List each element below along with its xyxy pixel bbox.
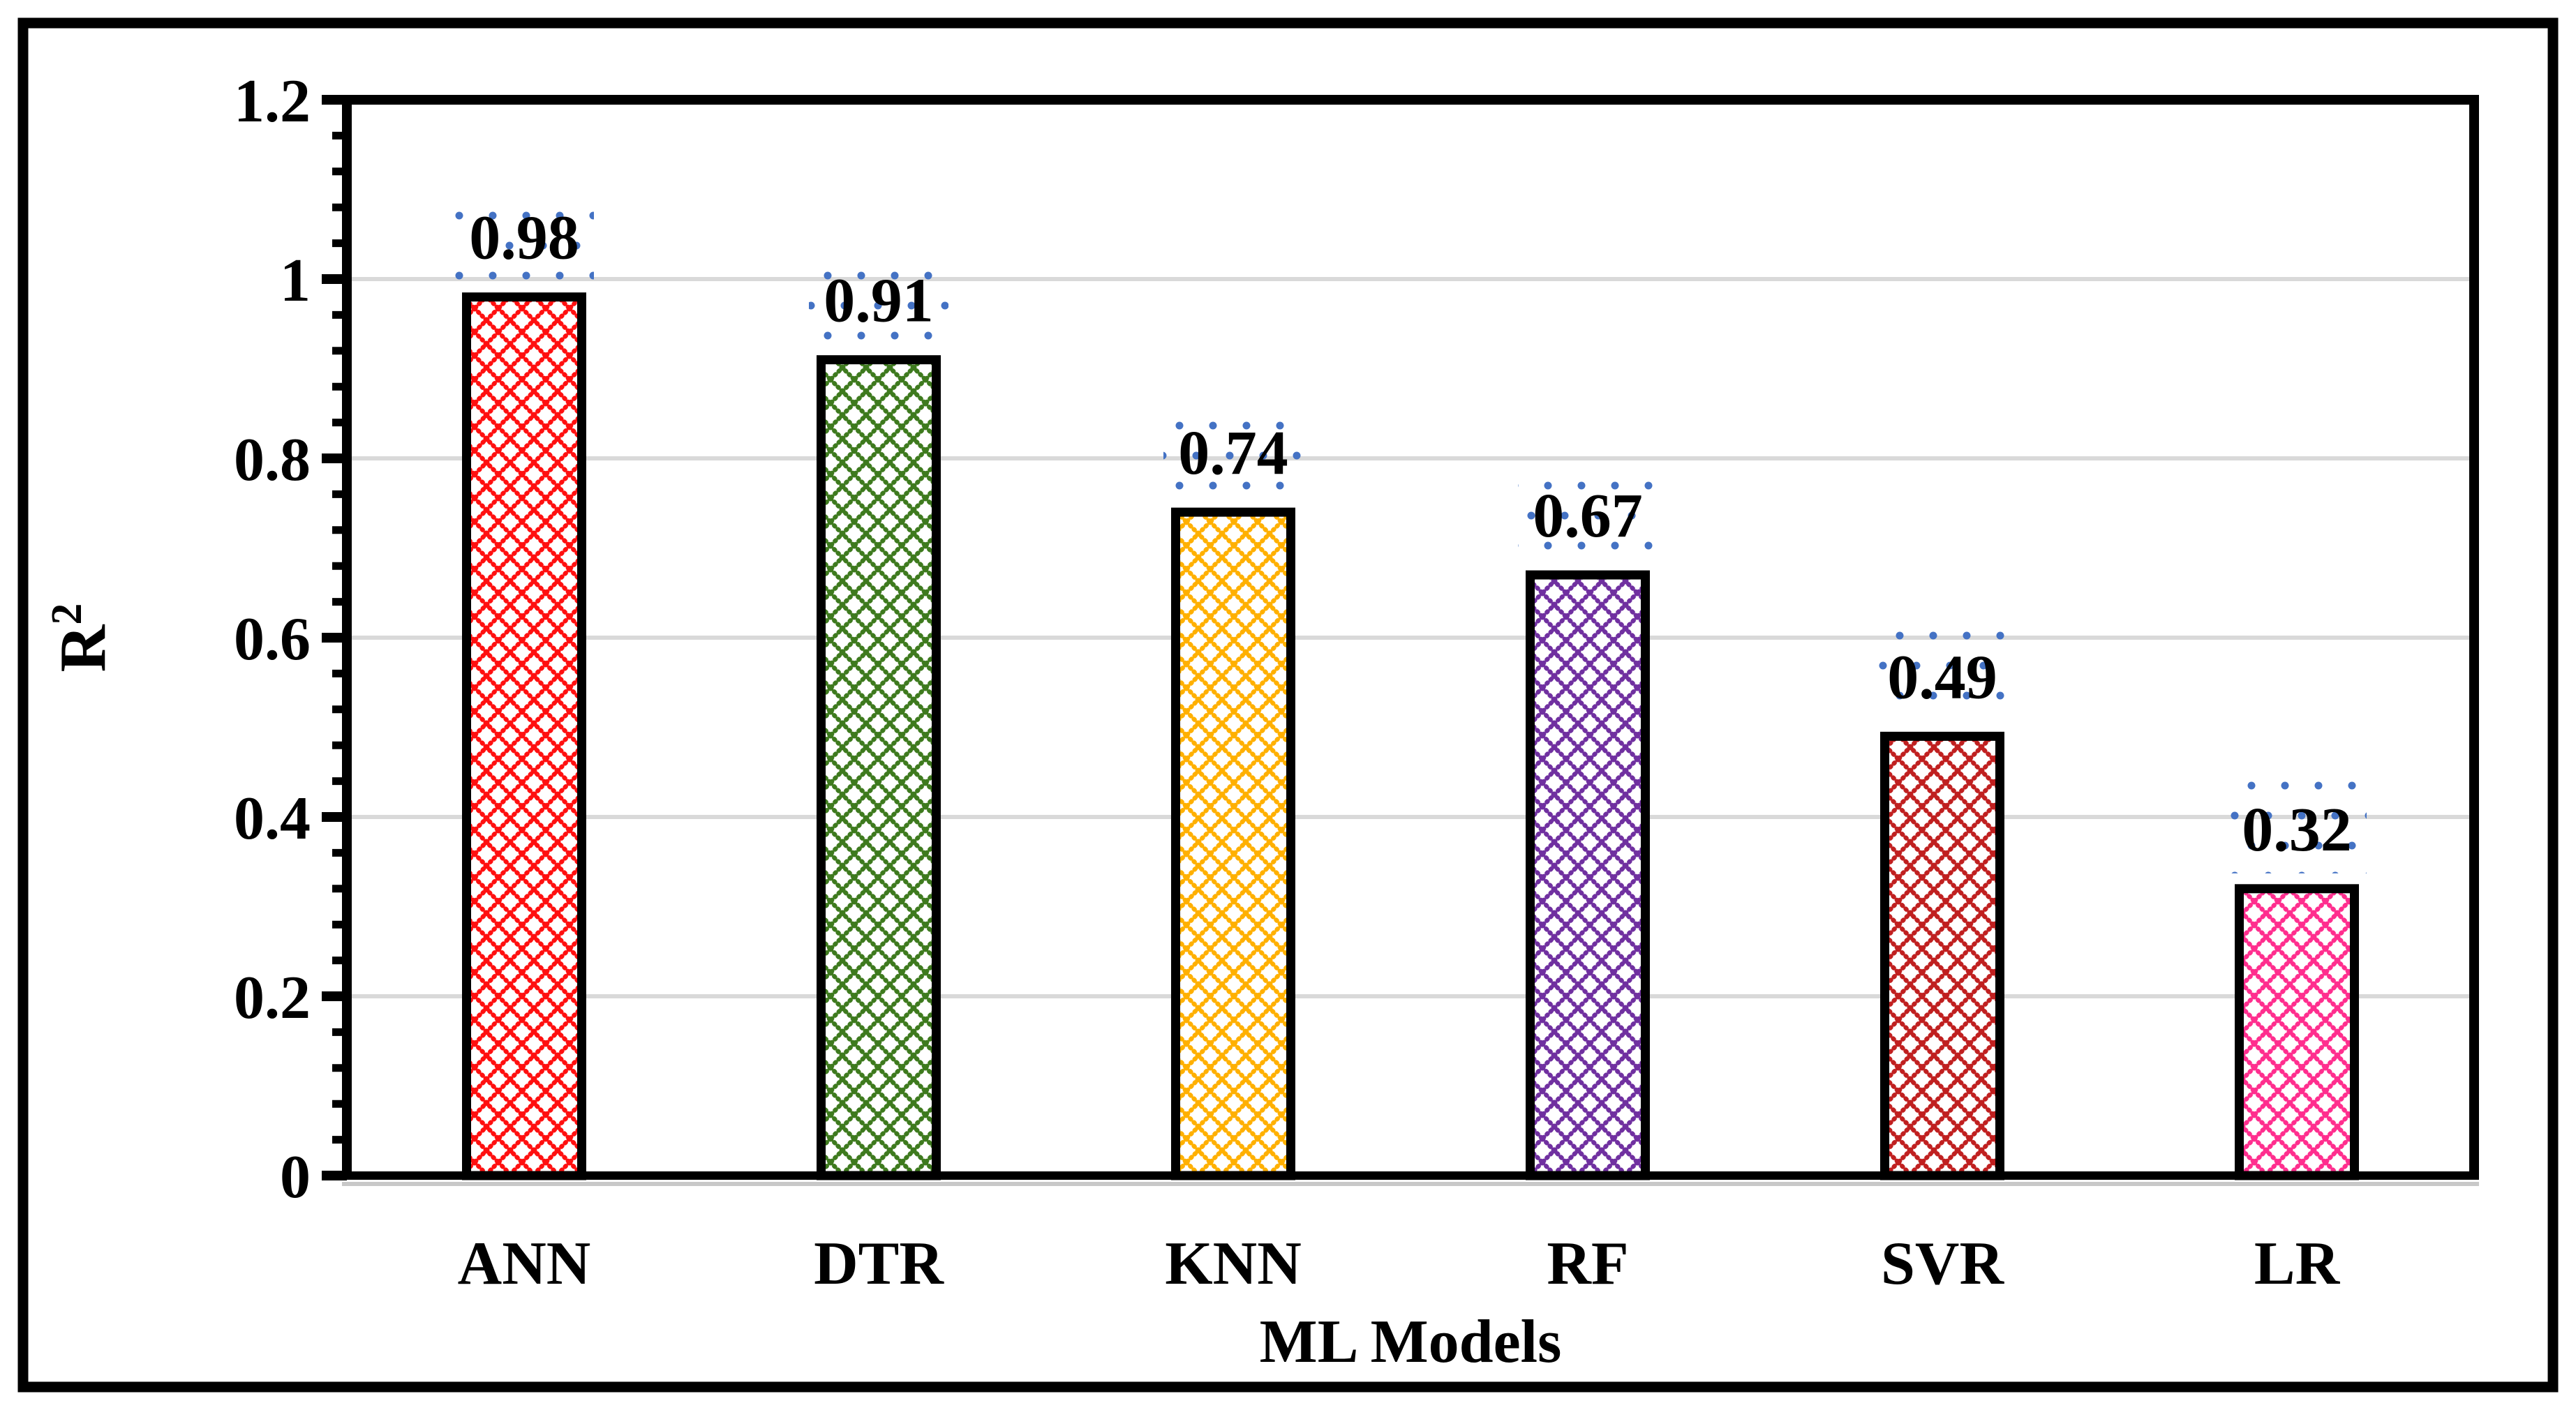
data-label-knn[interactable]: 0.74	[1178, 419, 1288, 488]
x-axis-title: ML Models	[1260, 1308, 1562, 1376]
data-label-ann[interactable]: 0.98	[469, 204, 579, 273]
x-category-label-dtr: DTR	[814, 1230, 944, 1298]
x-category-label-knn: KNN	[1165, 1230, 1302, 1298]
data-label-lr[interactable]: 0.32	[2242, 795, 2352, 864]
bar-group-knn: 0.74	[1163, 405, 1303, 1180]
bar-knn[interactable]	[1171, 507, 1295, 1180]
y-tick-label-0.4: 0.4	[234, 785, 311, 853]
bar-group-rf: 0.67	[1518, 467, 1658, 1180]
y-tick-label-1.2: 1.2	[234, 68, 311, 135]
bar-lr[interactable]	[2235, 884, 2359, 1180]
x-category-label-svr: SVR	[1881, 1230, 2004, 1298]
y-tick-label-0.8: 0.8	[234, 426, 311, 494]
bar-rf[interactable]	[1526, 570, 1650, 1180]
x-category-label-ann: ANN	[458, 1230, 591, 1298]
data-label-selection-box	[1163, 405, 1303, 497]
bar-group-lr: 0.32	[2227, 781, 2367, 1180]
data-label-selection-box	[1873, 629, 2012, 721]
data-label-selection-box	[809, 252, 948, 345]
y-tick-label-0: 0	[280, 1143, 311, 1211]
bar-group-dtr: 0.91	[809, 252, 948, 1180]
y-tick-label-1: 1	[280, 247, 311, 315]
y-axis-title: R2	[43, 603, 119, 673]
x-category-label-lr: LR	[2254, 1230, 2341, 1298]
bar-svr[interactable]	[1880, 731, 2004, 1180]
bar-ann[interactable]	[462, 292, 586, 1180]
data-label-selection-box	[454, 189, 594, 282]
y-tick-label-0.2: 0.2	[234, 964, 311, 1032]
bar-dtr[interactable]	[817, 355, 941, 1180]
bar-group-ann: 0.98	[454, 189, 594, 1180]
data-label-selection-box	[1518, 467, 1658, 560]
data-label-svr[interactable]: 0.49	[1887, 643, 1997, 712]
data-label-selection-box	[2227, 781, 2367, 873]
y-tick-label-0.6: 0.6	[234, 606, 311, 673]
data-label-rf[interactable]: 0.67	[1533, 481, 1643, 550]
data-label-dtr[interactable]: 0.91	[824, 267, 934, 336]
x-category-label-rf: RF	[1547, 1230, 1628, 1298]
bar-group-svr: 0.49	[1873, 629, 2012, 1180]
